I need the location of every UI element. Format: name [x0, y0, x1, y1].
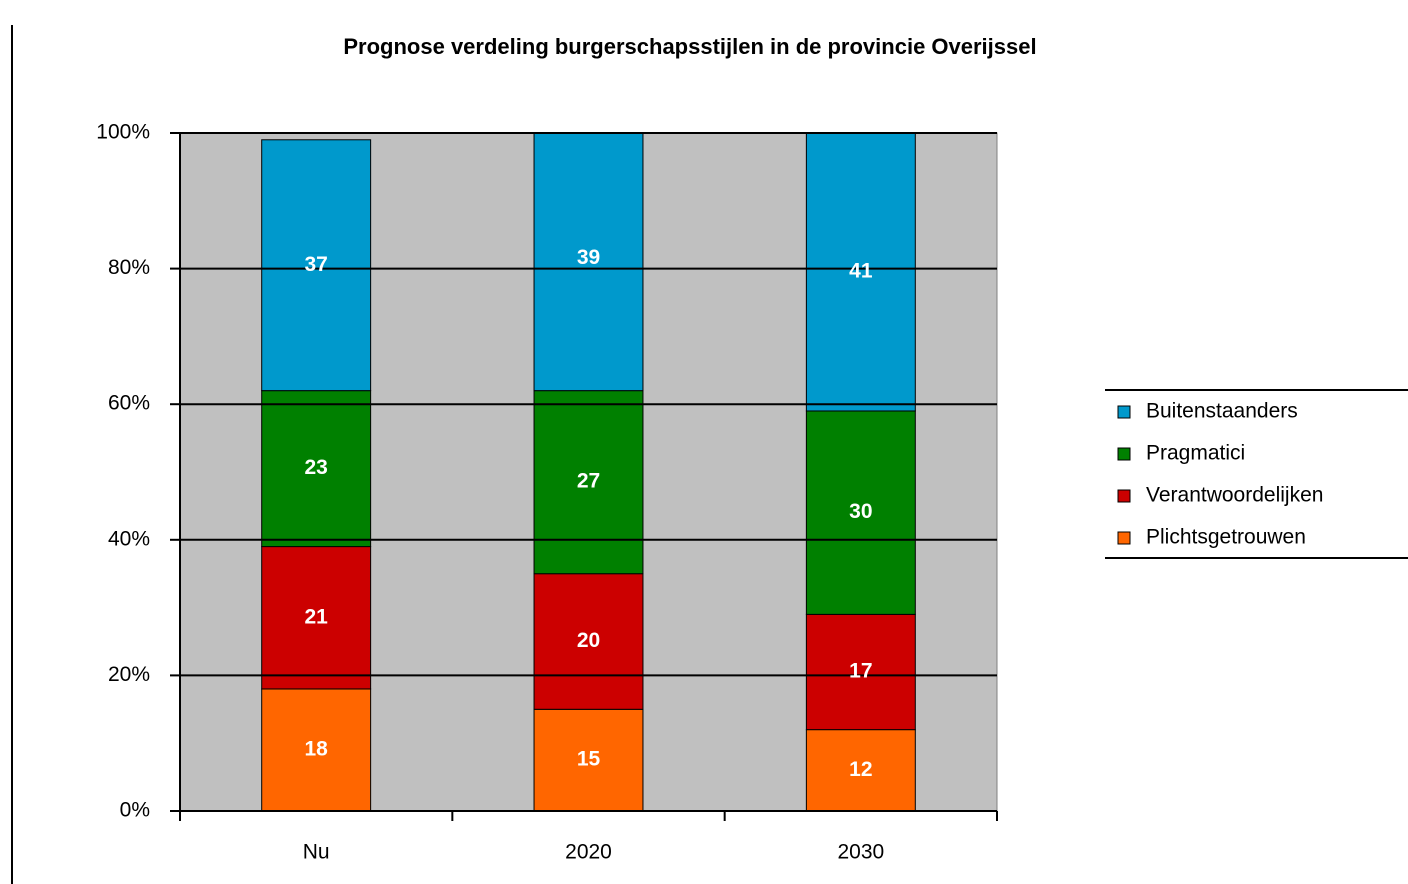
data-label: 27 — [577, 470, 600, 493]
x-tick-label: 2030 — [837, 841, 884, 864]
bar-segment — [261, 139, 372, 392]
data-label: 12 — [849, 758, 872, 781]
bar-segment — [805, 133, 916, 412]
data-label: 39 — [577, 246, 600, 269]
data-label: 41 — [849, 260, 873, 283]
legend-swatch — [1117, 489, 1131, 503]
y-tick-label: 100% — [96, 121, 150, 144]
data-label: 37 — [304, 253, 327, 276]
bar-segment — [533, 133, 644, 392]
legend-label: Buitenstaanders — [1146, 400, 1298, 423]
bar-segment — [805, 729, 916, 811]
legend-swatch — [1117, 531, 1131, 545]
data-label: 18 — [304, 738, 328, 761]
legend-label: Plichtsgetrouwen — [1146, 526, 1306, 549]
data-label: 17 — [849, 660, 872, 683]
bar-segment — [533, 390, 644, 575]
y-tick-label: 60% — [108, 392, 150, 415]
y-tick-label: 20% — [108, 663, 150, 686]
x-tick-label: 2020 — [565, 841, 612, 864]
legend-label: Pragmatici — [1146, 442, 1245, 465]
chart-title: Prognose verdeling burgerschapsstijlen i… — [343, 34, 1036, 59]
bar-segment — [805, 613, 916, 731]
bar-segment — [805, 410, 916, 615]
data-label: 21 — [304, 605, 328, 628]
data-label: 30 — [849, 500, 872, 523]
legend-label: Verantwoordelijken — [1146, 484, 1323, 507]
data-label: 20 — [577, 629, 600, 652]
y-tick-label: 80% — [108, 256, 150, 279]
y-tick-label: 0% — [120, 799, 150, 822]
data-label: 23 — [304, 456, 327, 479]
x-tick-label: Nu — [303, 841, 330, 864]
bar-segment — [261, 546, 372, 690]
bar-segment — [261, 688, 372, 811]
legend-swatch — [1117, 447, 1131, 461]
legend-swatch — [1117, 405, 1131, 419]
y-tick-label: 40% — [108, 527, 150, 550]
data-label: 15 — [577, 748, 601, 771]
